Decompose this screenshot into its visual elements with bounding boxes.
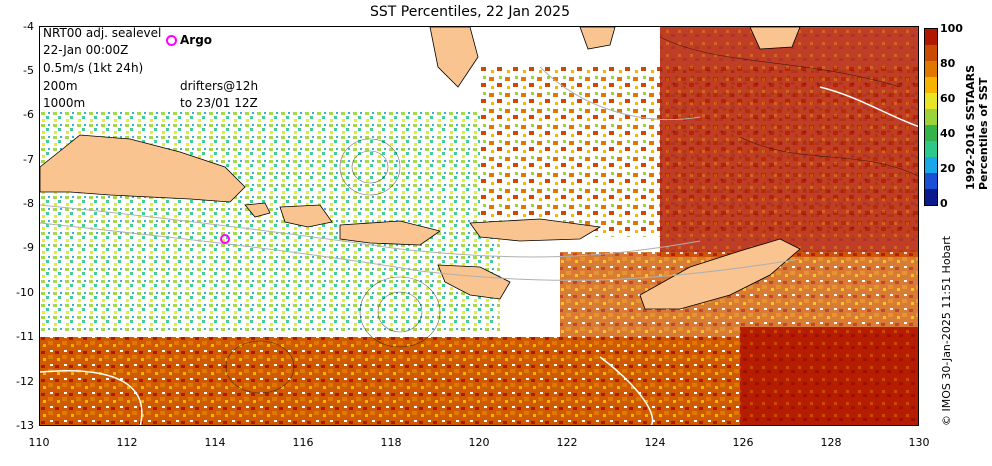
sst-map-svg [40,27,918,425]
legend-1000m-label: 1000m [43,96,86,110]
x-tick-label: 122 [556,436,578,449]
colorbar-segment [925,29,937,45]
colorbar-label: 60 [940,92,956,105]
colorbar-segment [925,61,937,77]
x-tick-label: 128 [820,436,842,449]
buru-island [749,27,801,50]
colorbar-segment [925,173,937,189]
colorbar-segment [925,125,937,141]
colorbar-title: 1992-2016 SSTAARS Percentiles of SST [962,40,990,190]
flores-island [469,218,602,242]
x-tick-label: 112 [116,436,138,449]
legend-argo-label: Argo [180,33,213,47]
sea-level-white-lines [40,86,918,425]
contour-200m [40,204,701,258]
legend-sealevel-label: NRT00 adj. sealevel [43,26,162,40]
north-hot-region [660,27,918,257]
x-tick-label: 118 [380,436,402,449]
land-masses [40,27,801,310]
x-tick-label: 110 [28,436,50,449]
colorbar-segment [925,45,937,61]
y-tick-label: -10 [16,286,34,299]
buton-island [579,27,616,50]
x-tick-label: 124 [644,436,666,449]
x-tick-label: 116 [292,436,314,449]
bathymetry-contours [40,66,801,281]
argo-circle-icon [166,35,177,46]
colorbar-label: 20 [940,162,956,175]
legend-velocity-label: 0.5m/s (1kt 24h) [43,61,144,75]
colorbar-segment [925,93,937,109]
legend-argo: Argo [166,33,212,47]
colorbar-label: 100 [940,22,963,35]
y-tick-label: -7 [23,153,34,166]
sumba-island [437,264,511,300]
y-tick-label: -8 [23,197,34,210]
legend-date-label: 22-Jan 00:00Z [43,43,129,57]
colorbar-segment [925,157,937,173]
colorbar-segment [925,189,937,205]
x-tick-label: 120 [468,436,490,449]
lombok-island [279,204,333,228]
x-tick-label: 130 [908,436,930,449]
map-title: SST Percentiles, 22 Jan 2025 [370,4,570,20]
colorbar-segment [925,141,937,157]
y-tick-label: -5 [23,64,34,77]
imos-credit: © IMOS 30-Jan-2025 11:51 Hobart [940,235,953,426]
colorbar-label: 80 [940,57,956,70]
argo-float-marker[interactable] [220,234,230,244]
legend-drifters-label: drifters@12h [180,79,259,93]
colorbar-label: 0 [940,197,948,210]
legend-200m-label: 200m [43,79,78,93]
x-tick-label: 114 [204,436,226,449]
y-tick-label: -12 [16,375,34,388]
contour-north [539,66,701,120]
y-tick-label: -4 [23,20,34,33]
sst-map[interactable] [39,26,919,426]
percentile-colorbar [924,28,938,206]
southeast-hot-region [740,327,918,425]
sea-level-contours [225,36,918,394]
colorbar-title-line1: 1992-2016 SSTAARS [964,64,977,190]
y-tick-label: -13 [16,419,34,432]
bali-island [244,202,271,218]
colorbar-segment [925,109,937,125]
java-island [40,134,246,203]
y-tick-label: -9 [23,241,34,254]
contour-1000m [40,222,801,281]
y-tick-label: -11 [16,330,34,343]
x-tick-label: 126 [732,436,754,449]
legend-drifters-time-label: to 23/01 12Z [180,96,258,110]
timor-island [639,238,801,310]
y-tick-label: -6 [23,108,34,121]
colorbar-segment [925,77,937,93]
sulawesi-south-arm [429,27,479,88]
colorbar-label: 40 [940,127,956,140]
sumbawa-island [339,220,441,246]
colorbar-title-line2: Percentiles of SST [977,77,990,190]
